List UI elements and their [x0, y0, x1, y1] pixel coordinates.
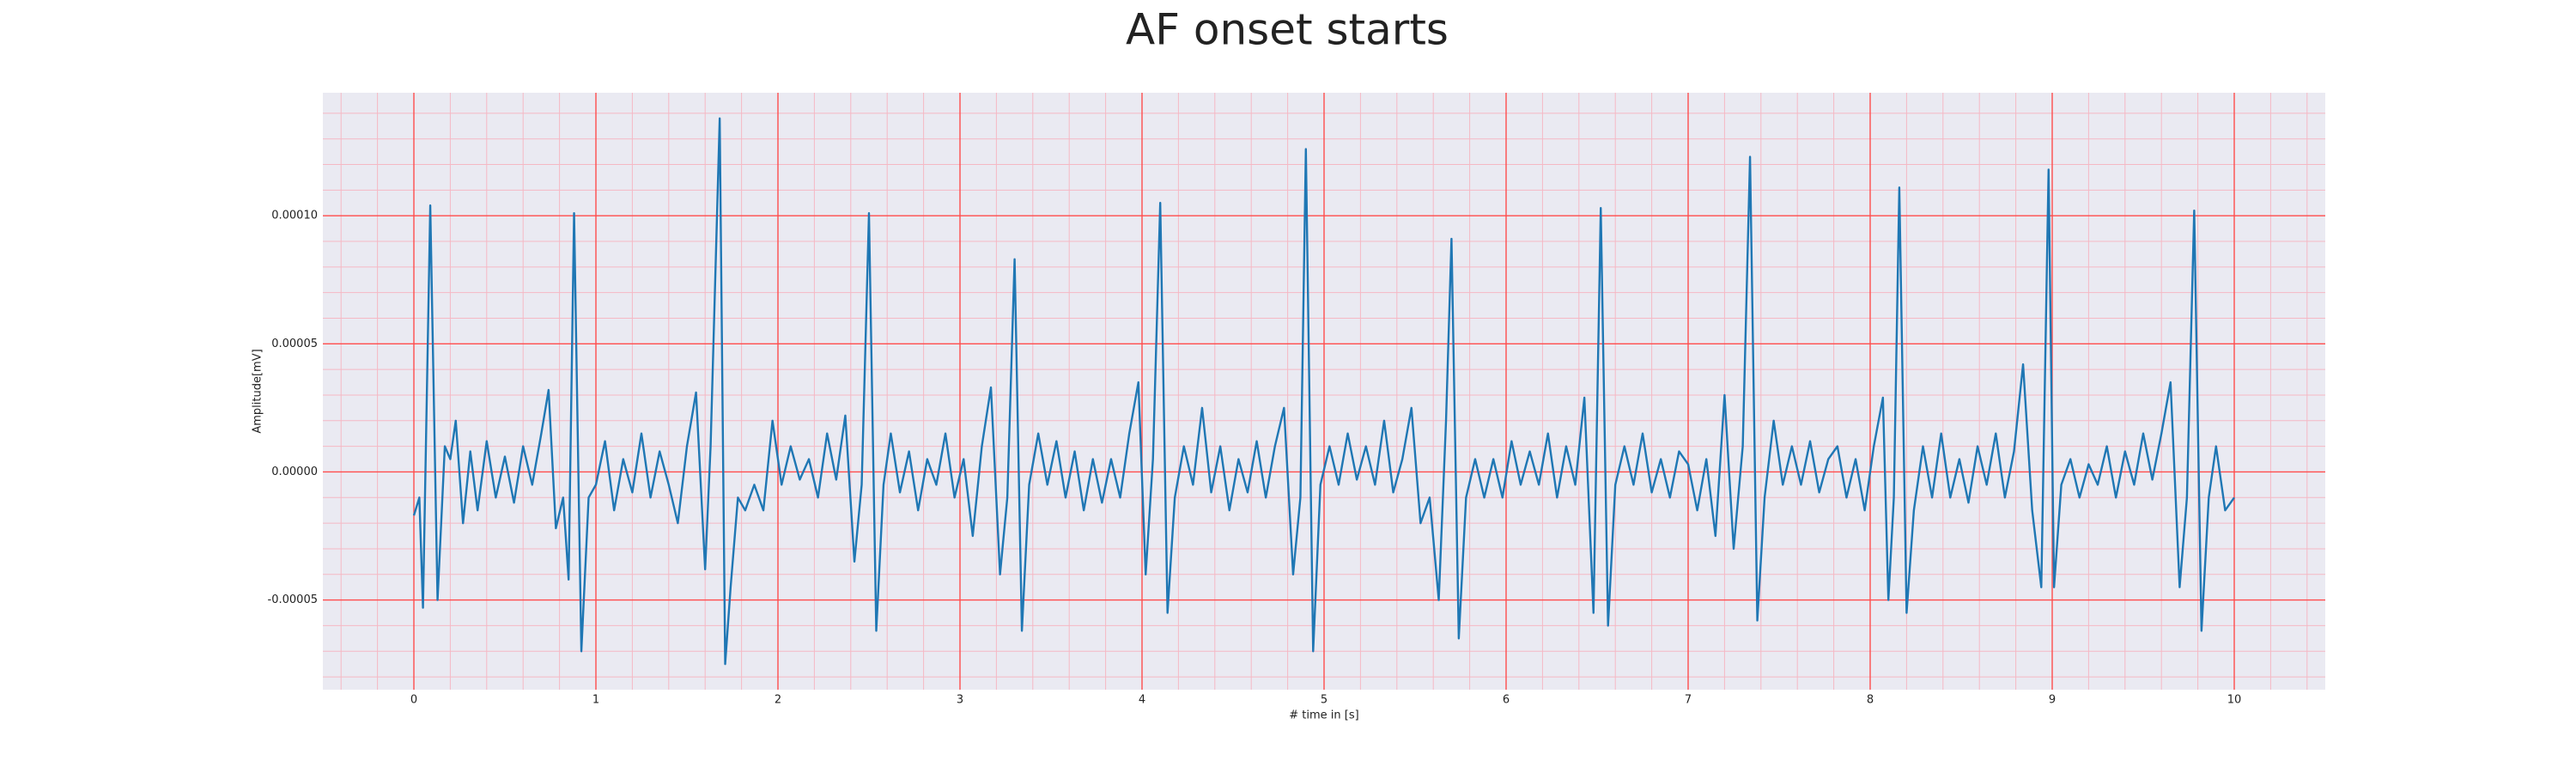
y-tick-label: -0.00005 [268, 593, 318, 606]
x-tick-label: 0 [410, 694, 417, 707]
x-tick-label: 7 [1685, 694, 1692, 707]
x-tick-label: 6 [1503, 694, 1510, 707]
chart-title: AF onset starts [1126, 5, 1449, 55]
x-axis-label: # time in [s] [1289, 709, 1358, 722]
y-axis-label: Amplitude[mV] [252, 349, 264, 433]
y-tick-label: 0.00000 [271, 466, 318, 478]
x-tick-label: 1 [592, 694, 599, 707]
y-tick-label: 0.00010 [271, 210, 318, 222]
x-tick-label: 10 [2227, 694, 2242, 707]
x-tick-label: 4 [1139, 694, 1145, 707]
x-tick-label: 3 [957, 694, 963, 707]
x-tick-label: 8 [1867, 694, 1874, 707]
x-tick-label: 5 [1321, 694, 1327, 707]
signal-line [412, 117, 2235, 666]
x-tick-label: 2 [775, 694, 781, 707]
x-tick-label: 9 [2049, 694, 2056, 707]
y-tick-label: 0.00005 [271, 338, 318, 350]
